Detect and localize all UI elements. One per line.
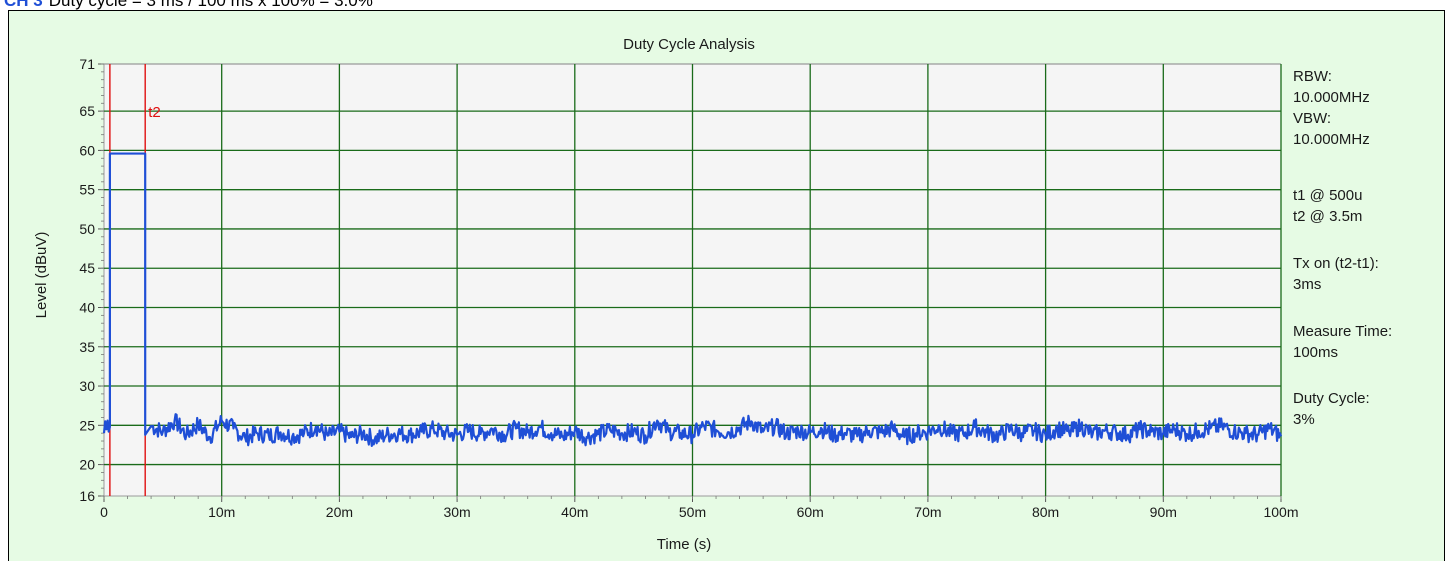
- trace-series: [102, 152, 1283, 448]
- y-tick-label: 16: [79, 488, 95, 504]
- marker-label-t2: t2: [148, 104, 161, 121]
- tx-on-value: 3ms: [1293, 276, 1322, 293]
- y-tick-label: 55: [79, 182, 95, 198]
- x-tick-label: 30m: [443, 504, 470, 520]
- x-axis-ticks: 0 10m 20m 30m 40m 50m 60m 70m 80m 90m 100m: [100, 496, 1299, 520]
- y-axis-ticks: 16 20 25 30 35 40 45 50 55 60 65 71: [79, 56, 104, 504]
- x-tick-label: 50m: [679, 504, 706, 520]
- y-tick-label: 35: [79, 339, 95, 355]
- y-tick-label: 60: [79, 142, 95, 158]
- x-tick-label: 60m: [797, 504, 824, 520]
- x-tick-label: 70m: [914, 504, 941, 520]
- y-tick-label: 20: [79, 457, 95, 473]
- vbw-label: VBW:: [1293, 110, 1332, 127]
- vbw-value: 10.000MHz: [1293, 131, 1370, 148]
- x-tick-label: 0: [100, 504, 108, 520]
- y-tick-label: 30: [79, 378, 95, 394]
- t1-readout: t1 @ 500u: [1293, 187, 1363, 204]
- tx-on-label: Tx on (t2-t1):: [1293, 255, 1379, 272]
- y-tick-label: 25: [79, 417, 95, 433]
- duty-cycle-chart: Duty Cycle Analysis 16 20 25 30 35 40 45 50 55 60…: [33, 36, 1299, 553]
- y-tick-label: 50: [79, 221, 95, 237]
- y-tick-label: 45: [79, 260, 95, 276]
- measure-time-label: Measure Time:: [1293, 323, 1393, 340]
- x-tick-label: 20m: [326, 504, 353, 520]
- figure-caption: CH 3 Duty cycle = 3 ms / 100 ms x 100% = …: [4, 0, 373, 10]
- rbw-label: RBW:: [1293, 68, 1332, 85]
- measure-time-value: 100ms: [1293, 344, 1339, 361]
- x-axis-label: Time (s): [657, 536, 711, 553]
- duty-cycle-value: 3%: [1293, 411, 1315, 428]
- x-tick-label: 100m: [1263, 504, 1298, 520]
- rbw-value: 10.000MHz: [1293, 89, 1370, 106]
- caption-text: Duty cycle = 3 ms / 100 ms x 100% = 3.0%: [48, 0, 373, 10]
- chart-title: Duty Cycle Analysis: [623, 36, 755, 53]
- duty-cycle-label: Duty Cycle:: [1293, 390, 1370, 407]
- x-tick-label: 90m: [1150, 504, 1177, 520]
- trace-line: [102, 152, 1283, 448]
- grid-lines: [103, 63, 1282, 497]
- y-tick-label: 40: [79, 299, 95, 315]
- x-tick-label: 80m: [1032, 504, 1059, 520]
- y-tick-label: 65: [79, 103, 95, 119]
- caption-label: CH 3: [4, 0, 43, 10]
- t2-readout: t2 @ 3.5m: [1293, 208, 1363, 225]
- chart-frame: Duty Cycle Analysis 16 20 25 30 35 40 45 50 55 60…: [8, 10, 1445, 561]
- y-axis-label: Level (dBuV): [33, 232, 50, 319]
- x-tick-label: 10m: [208, 504, 235, 520]
- x-tick-label: 40m: [561, 504, 588, 520]
- y-tick-label: 71: [79, 56, 95, 72]
